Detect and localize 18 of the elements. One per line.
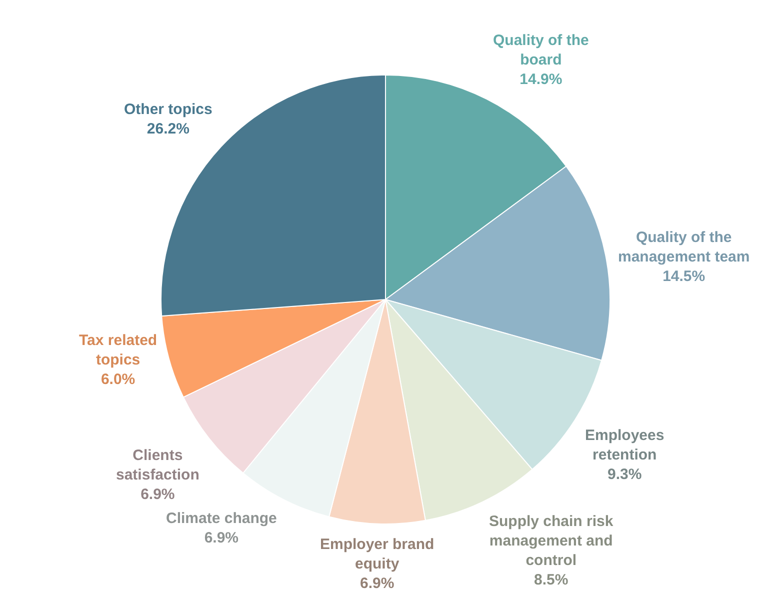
slice-label: Employees retention: [585, 427, 664, 464]
data-label: 6.0%: [100, 371, 136, 388]
slice-label: Tax related topics: [79, 332, 158, 368]
slice-label: Climate change: [166, 510, 277, 527]
data-label: 6.9%: [140, 486, 175, 503]
data-label: 6.9%: [204, 530, 239, 546]
data-label: 14.5%: [662, 268, 706, 285]
data-label: 14.9%: [520, 71, 562, 88]
data-label: 8.5%: [534, 572, 568, 588]
slice-label: Employer brand equity: [320, 536, 434, 572]
data-label: 6.9%: [360, 575, 394, 592]
slice-label: Quality of the management team: [618, 229, 750, 266]
slice-label: Other topics: [124, 101, 212, 118]
data-label: 9.3%: [608, 466, 642, 483]
slice-label: Quality of the board: [493, 32, 589, 68]
data-label: 26.2%: [146, 120, 190, 138]
slice-label: Supply chain risk management and control: [489, 513, 614, 569]
slice-label: Clients satisfaction: [116, 447, 200, 484]
